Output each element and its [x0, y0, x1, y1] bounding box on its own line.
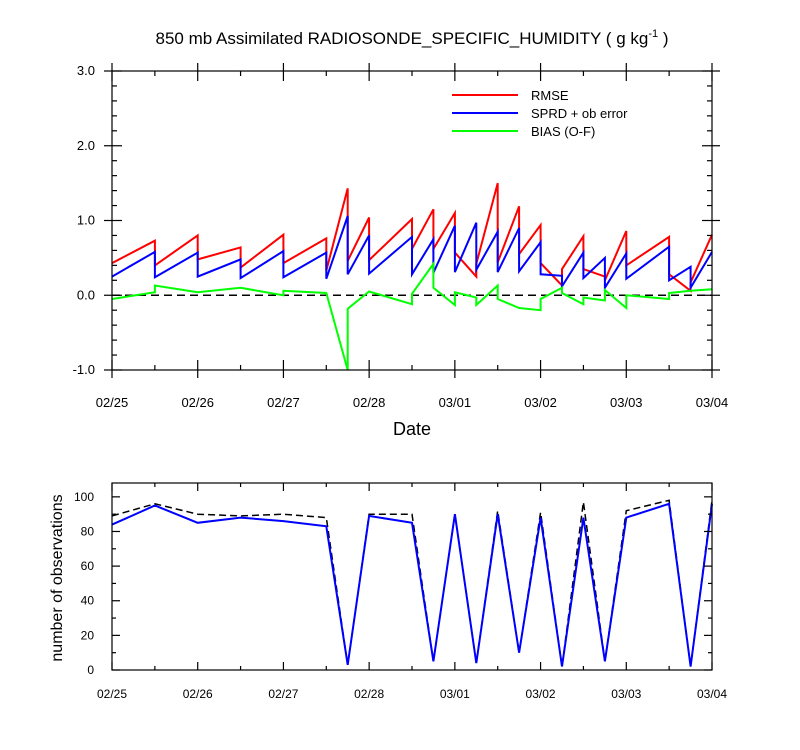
legend-label: RMSE [531, 88, 569, 103]
chart-title-main: 850 mb Assimilated RADIOSONDE_SPECIFIC_H… [156, 29, 649, 48]
y-tick-label: 60 [81, 559, 95, 573]
y-tick-label: 40 [81, 594, 95, 608]
y-tick-label: 2.0 [77, 138, 95, 153]
chart-title-end: ) [658, 29, 668, 48]
x-tick-label: 02/26 [183, 687, 213, 701]
y-tick-label: -1.0 [73, 362, 95, 377]
x-tick-label: 02/27 [267, 395, 300, 410]
chart-title-superscript: -1 [648, 28, 658, 40]
x-tick-label: 03/01 [440, 687, 470, 701]
series-line-rmse [111, 182, 713, 293]
series-line-used-observations [111, 502, 713, 667]
x-tick-label: 02/28 [353, 395, 386, 410]
y-tick-label: 0 [87, 663, 94, 677]
series-line-bias-o-f [111, 260, 713, 371]
x-tick-label: 03/04 [696, 395, 729, 410]
y-tick-label: 0.0 [77, 287, 95, 302]
x-tick-label: 02/25 [97, 687, 127, 701]
top-legend: RMSE SPRD + ob error BIAS (O-F) [452, 88, 628, 139]
y-tick-label: 100 [74, 490, 94, 504]
x-tick-label: 02/26 [181, 395, 214, 410]
x-tick-label: 02/28 [354, 687, 384, 701]
top-x-axis-label: Date [393, 419, 431, 439]
legend-label: BIAS (O-F) [531, 124, 595, 139]
x-tick-label: 03/03 [610, 395, 643, 410]
x-tick-label: 03/01 [439, 395, 472, 410]
x-tick-label: 03/02 [526, 687, 556, 701]
chart-title: 850 mb Assimilated RADIOSONDE_SPECIFIC_H… [156, 28, 669, 48]
y-tick-label: 3.0 [77, 63, 95, 78]
x-tick-label: 03/03 [611, 687, 641, 701]
y-tick-label: 20 [81, 628, 95, 642]
top-plot: 02/25 02/26 02/27 02/28 03/01 03/02 03/03 03/04… [73, 63, 729, 410]
bottom-plot: 02/25 02/26 02/27 02/28 03/01 03/02 03/03 03/04… [74, 482, 727, 701]
y-tick-label: 80 [81, 524, 95, 538]
bottom-y-axis-label: number of observations [49, 494, 66, 661]
legend-label: SPRD + ob error [531, 106, 628, 121]
x-tick-label: 02/25 [96, 395, 129, 410]
series-line-sprd-ob-error [111, 215, 713, 292]
y-tick-label: 1.0 [77, 213, 95, 228]
x-tick-label: 02/27 [268, 687, 298, 701]
plot-frame [111, 482, 713, 671]
x-tick-label: 03/02 [524, 395, 557, 410]
x-tick-label: 03/04 [697, 687, 727, 701]
